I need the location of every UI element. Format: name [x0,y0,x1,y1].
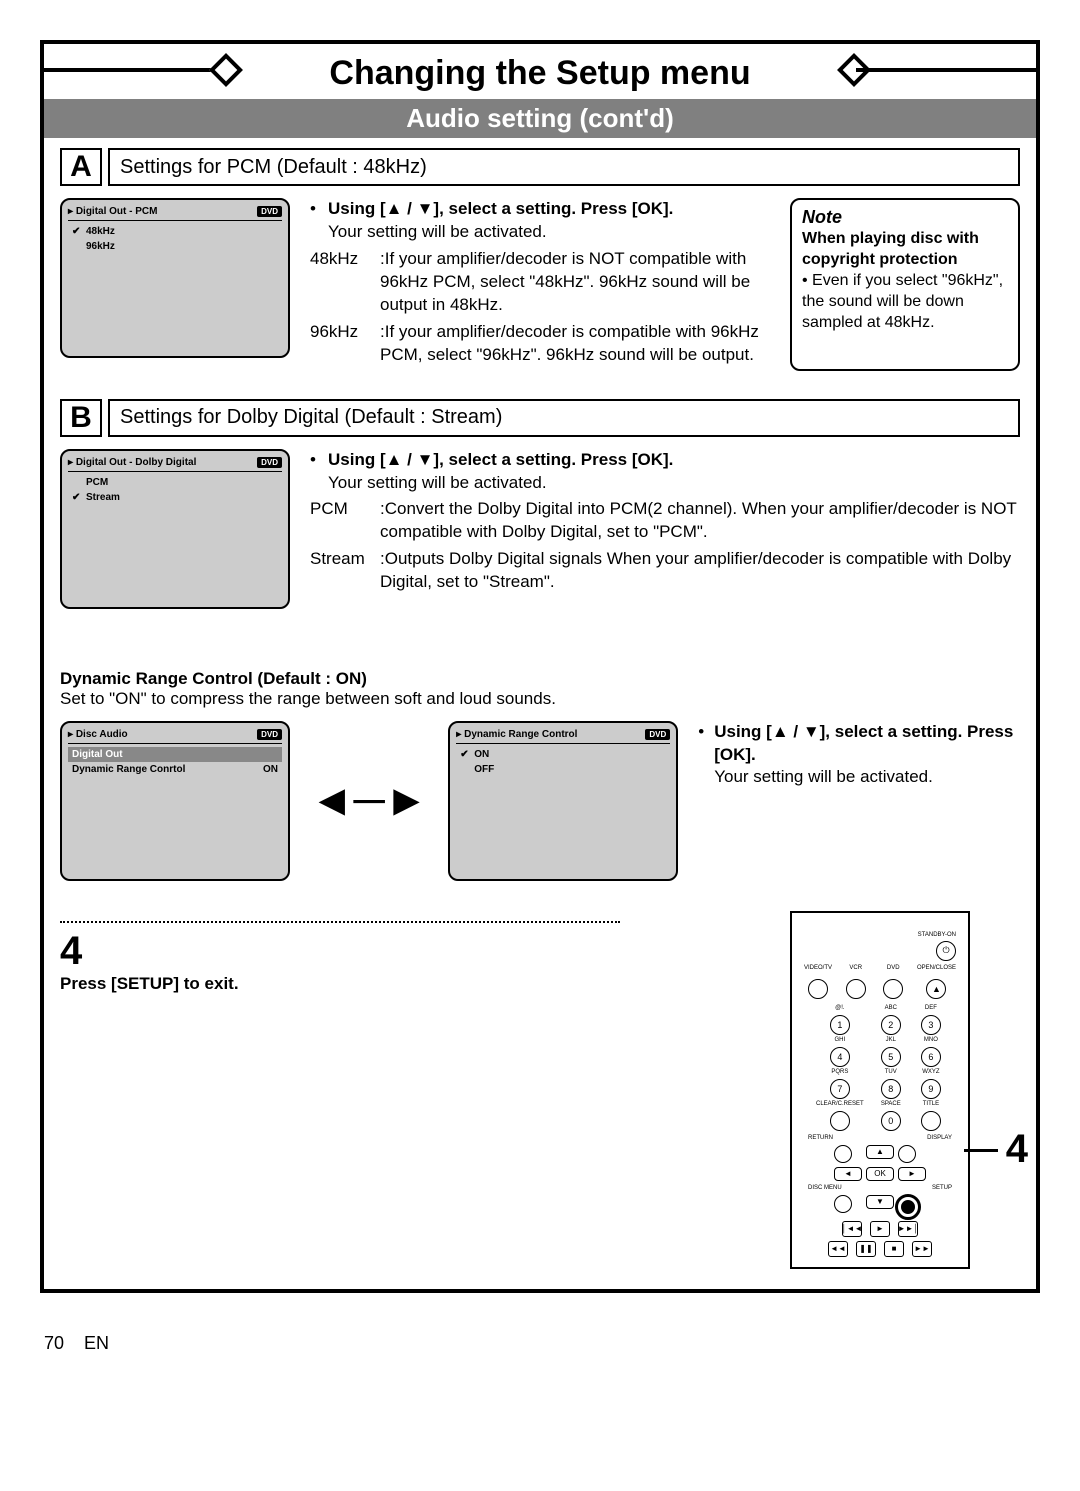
nav-down[interactable]: ▼ [866,1195,894,1209]
osd-row: ✔Stream [68,490,282,505]
instructions-b: •Using [▲ / ▼], select a setting. Press … [310,449,1020,609]
osd-disc-audio: ▸ Disc Audio DVD Digital Out Dynamic Ran… [60,721,290,881]
note-title: Note [802,206,1008,229]
page-title: Changing the Setup menu [309,54,770,93]
section-letter: A [60,148,102,186]
instructions-a: •Using [▲ / ▼], select a setting. Press … [310,198,770,371]
osd-row: PCM [68,475,282,490]
osd-title: ▸ Dynamic Range Control [456,729,577,740]
section-title: Settings for Dolby Digital (Default : St… [108,399,1020,437]
play-button[interactable]: ► [870,1221,890,1237]
instructions-drc: •Using [▲ / ▼], select a setting. Press … [698,721,1020,794]
page-frame: Changing the Setup menu Audio setting (c… [40,40,1040,1293]
section-title: Settings for PCM (Default : 48kHz) [108,148,1020,186]
key-7[interactable]: 7 [830,1079,850,1099]
setup-button[interactable] [898,1197,918,1217]
arrow-double-icon: ◄─► [310,779,428,823]
key-title[interactable] [921,1111,941,1131]
section-b-header: B Settings for Dolby Digital (Default : … [60,399,1020,437]
osd-badge: DVD [257,729,282,740]
openclose-button[interactable]: ▲ [926,979,946,999]
key-9[interactable]: 9 [921,1079,941,1099]
dotted-separator [60,921,620,923]
note-box: Note When playing disc with copyright pr… [790,198,1020,371]
nav-ok[interactable]: OK [866,1167,894,1181]
pause-button[interactable]: ❚❚ [856,1241,876,1257]
stop-button[interactable]: ■ [884,1241,904,1257]
osd-badge: DVD [645,729,670,740]
nav-right[interactable]: ► [898,1167,926,1181]
rew-button[interactable]: ◄◄ [828,1241,848,1257]
callout-number: 4 [1006,1127,1028,1172]
vcr-button[interactable] [846,979,866,999]
note-subtitle: When playing disc with copyright protect… [802,230,979,268]
diamond-icon [209,53,243,87]
step-text: Press [SETUP] to exit. [60,974,750,994]
nav-left[interactable]: ◄ [834,1167,862,1181]
osd-title: ▸ Digital Out - Dolby Digital [68,457,196,468]
remote-diagram: STANDBY-ON ⏻ VIDEO/TV VCR DVD OPEN/CLOSE… [790,911,970,1269]
key-1[interactable]: 1 [830,1015,850,1035]
standby-button[interactable]: ⏻ [936,941,956,961]
key-clear[interactable] [830,1111,850,1131]
osd-row: ✔ON [456,747,670,762]
osd-drc: ▸ Dynamic Range Control DVD ✔ON OFF [448,721,678,881]
osd-badge: DVD [257,206,282,217]
osd-title: ▸ Digital Out - PCM [68,206,157,217]
diamond-icon [837,53,871,87]
prev-button[interactable]: │◄◄ [842,1221,862,1237]
osd-badge: DVD [257,457,282,468]
ff-button[interactable]: ►► [912,1241,932,1257]
display-button[interactable] [898,1145,916,1163]
return-button[interactable] [834,1145,852,1163]
nav-up[interactable]: ▲ [866,1145,894,1159]
key-2[interactable]: 2 [881,1015,901,1035]
section-letter: B [60,399,102,437]
note-body: Even if you select "96kHz", the sound wi… [802,272,1003,331]
section-a-header: A Settings for PCM (Default : 48kHz) [60,148,1020,186]
page-footer: 70 EN [40,1333,1040,1354]
videotv-button[interactable] [808,979,828,999]
osd-row: OFF [456,762,670,777]
title-banner: Changing the Setup menu [44,44,1036,93]
osd-pcm: ▸ Digital Out - PCM DVD ✔48kHz 96kHz [60,198,290,371]
discmenu-button[interactable] [834,1195,852,1213]
key-5[interactable]: 5 [881,1047,901,1067]
osd-row: 96kHz [68,239,282,254]
drc-desc: Set to "ON" to compress the range betwee… [60,689,1020,709]
osd-title: ▸ Disc Audio [68,729,128,740]
page-lang: EN [84,1333,109,1353]
osd-row: ✔48kHz [68,224,282,239]
osd-row: Digital Out [68,747,282,762]
key-8[interactable]: 8 [881,1079,901,1099]
osd-row: Dynamic Range ConrtolON [68,762,282,777]
dvd-button[interactable] [883,979,903,999]
key-3[interactable]: 3 [921,1015,941,1035]
next-button[interactable]: ►►│ [898,1221,918,1237]
key-4[interactable]: 4 [830,1047,850,1067]
page-number: 70 [44,1333,64,1353]
step-number: 4 [60,929,750,974]
drc-heading: Dynamic Range Control (Default : ON) [60,669,1020,689]
osd-dolby: ▸ Digital Out - Dolby Digital DVD PCM ✔S… [60,449,290,609]
key-0[interactable]: 0 [881,1111,901,1131]
callout-line [964,1149,998,1152]
page-subtitle: Audio setting (cont'd) [44,99,1036,138]
key-6[interactable]: 6 [921,1047,941,1067]
